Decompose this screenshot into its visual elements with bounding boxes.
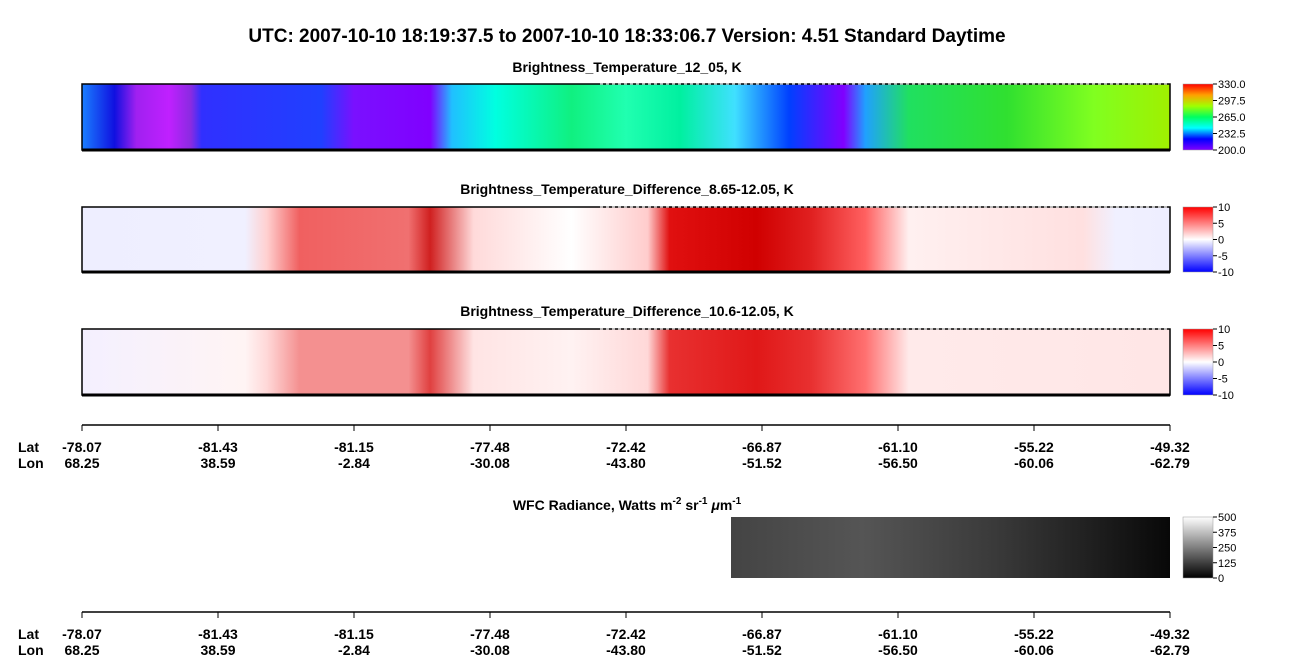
lat-label: -78.07 xyxy=(62,626,102,642)
lon-label: -30.08 xyxy=(470,455,510,471)
colorbar-tick-label: 125 xyxy=(1218,558,1236,570)
lon-label: 38.59 xyxy=(200,455,235,471)
lat-label: -81.15 xyxy=(334,439,374,455)
lon-label: 38.59 xyxy=(200,642,235,658)
lat-label: -49.32 xyxy=(1150,439,1190,455)
colorbar xyxy=(1182,83,1214,151)
colorbar-tick-label: 10 xyxy=(1218,202,1230,214)
wfc-title-part: μ xyxy=(707,497,720,513)
main-title: UTC: 2007-10-10 18:19:37.5 to 2007-10-10… xyxy=(248,26,1005,47)
lat-label: -77.48 xyxy=(470,439,510,455)
lon-label: 68.25 xyxy=(64,642,99,658)
colorbar-tick-label: 297.5 xyxy=(1218,96,1246,108)
colorbar-tick-label: -5 xyxy=(1218,251,1228,263)
lon-label: -56.50 xyxy=(878,455,918,471)
lon-label: -30.08 xyxy=(470,642,510,658)
colorbar xyxy=(1182,516,1214,579)
colorbar-tick-label: 232.5 xyxy=(1218,129,1246,141)
lon-label: -51.52 xyxy=(742,455,782,471)
lat-label: -78.07 xyxy=(62,439,102,455)
lat-label: -55.22 xyxy=(1014,439,1054,455)
colorbar-tick-label: -10 xyxy=(1218,390,1234,402)
row-label: Lat xyxy=(18,626,39,642)
colorbar-tick-label: 0 xyxy=(1218,235,1224,247)
colorbar-tick-label: 10 xyxy=(1218,324,1230,336)
wfc-title-part: WFC Radiance, Watts m xyxy=(513,497,673,513)
lon-label: -60.06 xyxy=(1014,642,1054,658)
colorbar-tick-label: 250 xyxy=(1218,543,1236,555)
wfc-title-part: -1 xyxy=(699,496,708,507)
lon-label: -43.80 xyxy=(606,642,646,658)
wfc-title-part: -1 xyxy=(732,496,741,507)
panel-title: Brightness_Temperature_Difference_8.65-1… xyxy=(460,181,794,197)
wfc-title-part: -2 xyxy=(673,496,682,507)
colorbar-tick-label: 5 xyxy=(1218,218,1224,230)
lon-label: -60.06 xyxy=(1014,455,1054,471)
row-label: Lat xyxy=(18,439,39,455)
image-strip xyxy=(81,83,1171,151)
row-label: Lon xyxy=(18,642,44,658)
wfc-title-part: m xyxy=(720,497,732,513)
lat-label: -66.87 xyxy=(742,439,782,455)
lat-label: -77.48 xyxy=(470,626,510,642)
colorbar xyxy=(1182,328,1214,396)
colorbar-tick-label: 265.0 xyxy=(1218,112,1246,124)
lat-label: -81.43 xyxy=(198,626,238,642)
colorbar-tick-label: -5 xyxy=(1218,374,1228,386)
colorbar-tick-label: 0 xyxy=(1218,573,1224,585)
lon-label: -2.84 xyxy=(338,642,370,658)
lon-label: -56.50 xyxy=(878,642,918,658)
colorbar-tick-label: 330.0 xyxy=(1218,79,1246,91)
colorbar-tick-label: -10 xyxy=(1218,267,1234,279)
wfc-title: WFC Radiance, Watts m-2 sr-1 μm-1 xyxy=(513,496,742,513)
lat-label: -81.43 xyxy=(198,439,238,455)
colorbar-tick-label: 0 xyxy=(1218,357,1224,369)
lat-label: -61.10 xyxy=(878,626,918,642)
lat-label: -55.22 xyxy=(1014,626,1054,642)
row-label: Lon xyxy=(18,455,44,471)
panel-title: Brightness_Temperature_Difference_10.6-1… xyxy=(460,303,794,319)
lon-label: 68.25 xyxy=(64,455,99,471)
image-strip xyxy=(731,517,1170,578)
lat-label: -72.42 xyxy=(606,626,646,642)
lat-label: -66.87 xyxy=(742,626,782,642)
lon-label: -43.80 xyxy=(606,455,646,471)
lon-label: -62.79 xyxy=(1150,455,1190,471)
lon-label: -2.84 xyxy=(338,455,370,471)
lon-label: -51.52 xyxy=(742,642,782,658)
colorbar xyxy=(1182,206,1214,273)
colorbar-tick-label: 200.0 xyxy=(1218,145,1246,157)
lat-label: -49.32 xyxy=(1150,626,1190,642)
colorbar-tick-label: 5 xyxy=(1218,341,1224,353)
colorbar-tick-label: 500 xyxy=(1218,512,1236,524)
image-strip xyxy=(81,206,1171,273)
panel-title: Brightness_Temperature_12_05, K xyxy=(512,59,741,75)
lat-label: -81.15 xyxy=(334,626,374,642)
lat-label: -72.42 xyxy=(606,439,646,455)
wfc-title-part: sr xyxy=(681,497,699,513)
image-strip xyxy=(81,328,1171,396)
colorbar-tick-label: 375 xyxy=(1218,527,1236,539)
lon-label: -62.79 xyxy=(1150,642,1190,658)
lat-label: -61.10 xyxy=(878,439,918,455)
